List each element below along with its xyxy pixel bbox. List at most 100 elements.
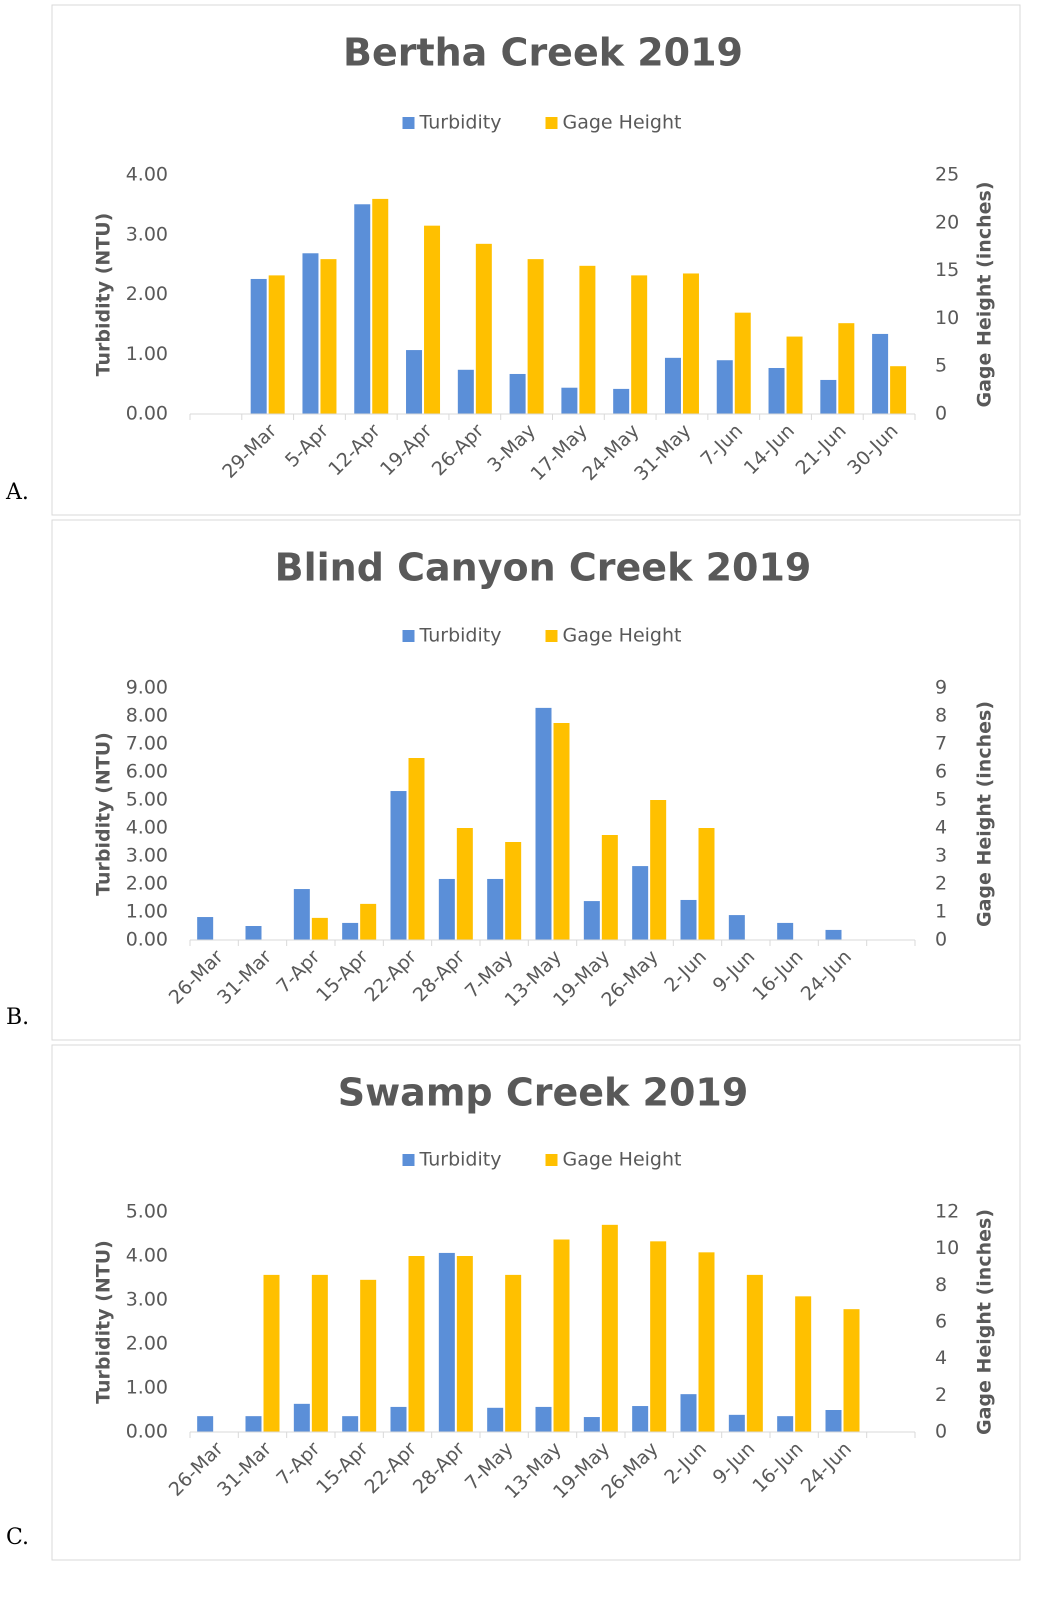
bar <box>553 723 570 940</box>
bar <box>408 1256 425 1432</box>
bar <box>553 1239 570 1432</box>
bar <box>263 1274 280 1432</box>
panel-label: B. <box>6 1005 29 1030</box>
bar <box>268 275 285 414</box>
y-tick-label: 0.00 <box>126 1421 168 1443</box>
bar <box>843 1309 860 1432</box>
y2-axis-title: Gage Height (inches) <box>974 181 996 407</box>
x-tick-label: 31-Mar <box>213 1438 276 1501</box>
legend-label: Turbidity <box>419 112 502 134</box>
y-tick-label: 1.00 <box>126 343 168 365</box>
y2-tick-label: 5 <box>935 789 947 811</box>
bar <box>342 1416 359 1432</box>
bar <box>527 259 544 414</box>
y2-tick-label: 3 <box>935 845 947 867</box>
y2-tick-label: 10 <box>935 307 959 329</box>
x-tick-label: 14-Jun <box>740 420 799 479</box>
y2-tick-label: 12 <box>935 1201 959 1223</box>
bar <box>505 1274 522 1432</box>
bar <box>650 800 667 940</box>
legend-swatch <box>545 1154 558 1166</box>
y-tick-label: 0.00 <box>126 403 168 425</box>
chart-frame <box>51 519 1021 1041</box>
y-tick-label: 5.00 <box>126 1201 168 1223</box>
legend-label: Turbidity <box>419 625 502 647</box>
chart-title: Bertha Creek 2019 <box>343 31 743 75</box>
y-tick-label: 1.00 <box>126 901 168 923</box>
x-tick-label: 29-Mar <box>218 420 281 483</box>
bar <box>197 1416 214 1432</box>
panel-label: C. <box>6 1525 29 1550</box>
legend-label: Gage Height <box>563 625 682 647</box>
legend-swatch <box>402 630 415 642</box>
x-tick-label: 22-Apr <box>360 1438 421 1499</box>
bar <box>890 366 907 414</box>
y2-tick-label: 8 <box>935 1274 947 1296</box>
bar <box>601 835 618 940</box>
bar <box>728 915 745 940</box>
bar <box>487 878 504 940</box>
bar <box>360 903 377 940</box>
y-axis-title: Turbidity (NTU) <box>93 213 115 377</box>
y2-tick-label: 0 <box>935 403 947 425</box>
y2-tick-label: 15 <box>935 259 959 281</box>
chart-frame <box>51 1044 1021 1561</box>
bar <box>632 866 649 940</box>
y-tick-label: 5.00 <box>126 789 168 811</box>
x-tick-label: 24-Jun <box>797 946 856 1005</box>
bar <box>680 1394 697 1432</box>
y-tick-label: 9.00 <box>126 677 168 699</box>
bar <box>390 791 407 940</box>
y2-tick-label: 6 <box>935 1311 947 1333</box>
bar <box>631 275 648 414</box>
x-tick-label: 2-Jun <box>660 946 711 997</box>
legend-label: Gage Height <box>563 1149 682 1171</box>
x-tick-label: 12-Apr <box>324 420 385 481</box>
legend-label: Turbidity <box>419 1149 502 1171</box>
bar <box>728 1414 745 1432</box>
y-tick-label: 3.00 <box>126 223 168 245</box>
bar <box>583 901 600 940</box>
panel-label: A. <box>5 480 29 505</box>
x-tick-label: 15-Apr <box>312 946 373 1007</box>
x-tick-label: 22-Apr <box>360 946 421 1007</box>
y2-tick-label: 25 <box>935 164 959 186</box>
y2-tick-label: 9 <box>935 677 947 699</box>
x-tick-label: 31-May <box>630 420 695 485</box>
chart-title: Swamp Creek 2019 <box>338 1071 749 1115</box>
bar <box>535 1406 552 1432</box>
x-tick-label: 17-May <box>527 420 592 485</box>
bar <box>872 333 889 414</box>
y2-tick-label: 0 <box>935 1421 947 1443</box>
y-tick-label: 8.00 <box>126 705 168 727</box>
bar <box>372 198 389 414</box>
legend-swatch <box>545 117 558 129</box>
bar <box>680 899 697 940</box>
x-tick-label: 31-Mar <box>213 946 276 1009</box>
x-tick-label: 24-May <box>578 420 643 485</box>
bar <box>457 369 474 414</box>
bar <box>505 842 522 940</box>
x-tick-label: 21-Jun <box>792 420 851 479</box>
bar <box>825 1410 842 1432</box>
bar <box>438 878 455 940</box>
y-tick-label: 4.00 <box>126 817 168 839</box>
bar <box>456 828 473 940</box>
bar <box>838 323 855 414</box>
bar <box>311 1274 328 1432</box>
y-tick-label: 4.00 <box>126 1245 168 1267</box>
y2-tick-label: 0 <box>935 929 947 951</box>
x-tick-label: 24-Jun <box>797 1438 856 1497</box>
x-tick-label: 19-Apr <box>376 420 437 481</box>
bar <box>682 273 699 414</box>
y-tick-label: 7.00 <box>126 733 168 755</box>
y2-tick-label: 7 <box>935 733 947 755</box>
bar <box>632 1406 649 1432</box>
y-tick-label: 6.00 <box>126 761 168 783</box>
bar <box>509 373 526 414</box>
bar <box>650 1241 667 1432</box>
y-tick-label: 2.00 <box>126 873 168 895</box>
bar <box>820 379 837 414</box>
chart-title: Blind Canyon Creek 2019 <box>275 546 812 590</box>
